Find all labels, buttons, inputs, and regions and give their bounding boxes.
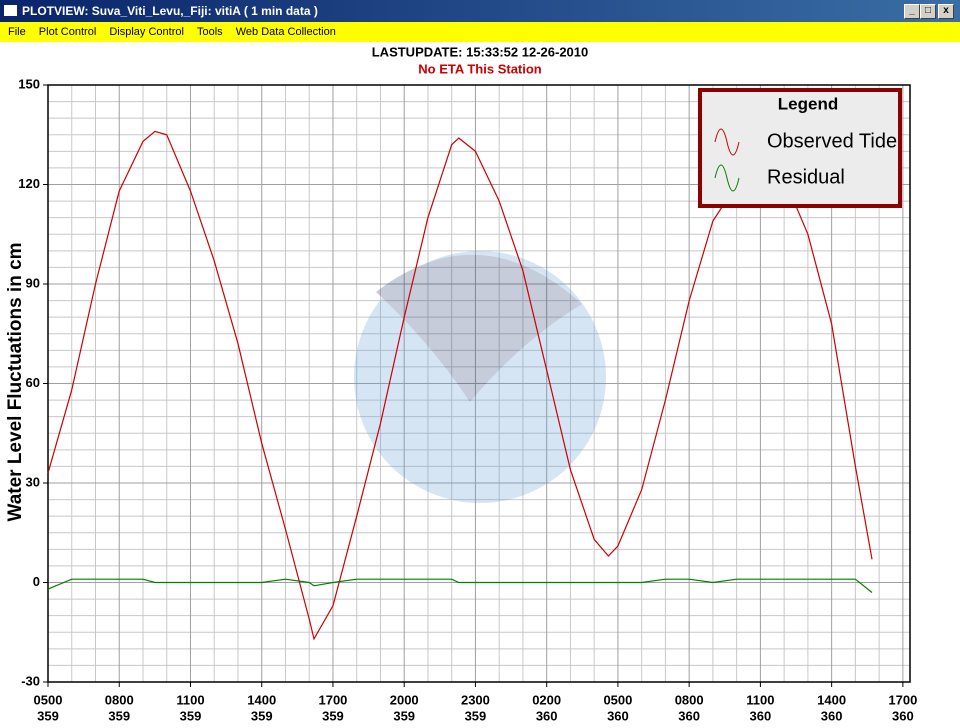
app-icon xyxy=(4,5,17,16)
legend-swatch xyxy=(714,128,740,156)
x-tick-label: 0500 xyxy=(34,692,63,707)
x-tick-day: 359 xyxy=(37,708,59,723)
minimize-button[interactable]: _ xyxy=(904,4,920,19)
legend-swatch xyxy=(714,164,740,192)
chart-subtitle: No ETA This Station xyxy=(418,61,542,76)
menu-item[interactable]: Plot Control xyxy=(38,26,97,38)
x-tick-day: 359 xyxy=(108,708,130,723)
data-line xyxy=(47,578,873,593)
y-tick-label: 30 xyxy=(26,474,40,489)
menu-item[interactable]: File xyxy=(8,26,26,38)
x-tick-day: 360 xyxy=(678,708,700,723)
x-tick-day: 360 xyxy=(821,708,843,723)
x-tick-label: 1700 xyxy=(888,692,917,707)
y-tick-label: -30 xyxy=(21,673,40,688)
y-tick-label: 60 xyxy=(26,375,40,390)
plot-frame xyxy=(47,84,911,683)
legend-box xyxy=(698,88,902,208)
x-tick-day: 360 xyxy=(750,708,772,723)
x-tick-label: 2300 xyxy=(461,692,490,707)
y-tick-label: 150 xyxy=(18,76,40,91)
x-tick-label: 1100 xyxy=(176,692,204,707)
window-title: PLOTVIEW: Suva_Viti_Levu,_Fiji: vitiA ( … xyxy=(22,4,318,18)
x-tick-label: 2000 xyxy=(390,692,419,707)
x-tick-day: 360 xyxy=(892,708,914,723)
x-tick-day: 359 xyxy=(393,708,415,723)
x-tick-label: 1400 xyxy=(247,692,276,707)
menu-item[interactable]: Tools xyxy=(197,26,223,38)
legend-title: Legend xyxy=(778,94,838,113)
x-tick-day: 359 xyxy=(465,708,487,723)
menu-item[interactable]: Display Control xyxy=(109,26,184,38)
x-tick-day: 360 xyxy=(607,708,629,723)
x-tick-label: 0800 xyxy=(675,692,704,707)
menu-item[interactable]: Web Data Collection xyxy=(235,26,336,38)
y-tick-label: 90 xyxy=(26,275,40,290)
x-tick-day: 359 xyxy=(322,708,344,723)
x-tick-day: 360 xyxy=(536,708,558,723)
x-tick-day: 359 xyxy=(251,708,273,723)
x-tick-day: 359 xyxy=(180,708,202,723)
y-axis-label: Water Level Fluctuations in cm xyxy=(5,242,26,521)
chart-title: LASTUPDATE: 15:33:52 12-26-2010 xyxy=(372,44,589,59)
x-tick-label: 1700 xyxy=(318,692,347,707)
x-tick-label: 0200 xyxy=(532,692,561,707)
close-button[interactable]: x xyxy=(938,4,954,19)
legend-label: Observed Tide xyxy=(767,130,897,152)
x-tick-label: 1100 xyxy=(746,692,774,707)
x-tick-label: 0500 xyxy=(603,692,632,707)
watermark-logo xyxy=(354,251,606,503)
y-tick-label: 120 xyxy=(18,176,40,191)
legend-label: Residual xyxy=(767,166,845,188)
x-tick-label: 1400 xyxy=(817,692,846,707)
maximize-button[interactable]: □ xyxy=(920,4,936,19)
menu-bar: File Plot Control Display Control Tools … xyxy=(0,22,960,42)
title-bar: PLOTVIEW: Suva_Viti_Levu,_Fiji: vitiA ( … xyxy=(0,0,960,22)
x-tick-label: 0800 xyxy=(105,692,134,707)
chart: LASTUPDATE: 15:33:52 12-26-2010 No ETA T… xyxy=(5,44,917,723)
y-tick-label: 0 xyxy=(33,574,40,589)
